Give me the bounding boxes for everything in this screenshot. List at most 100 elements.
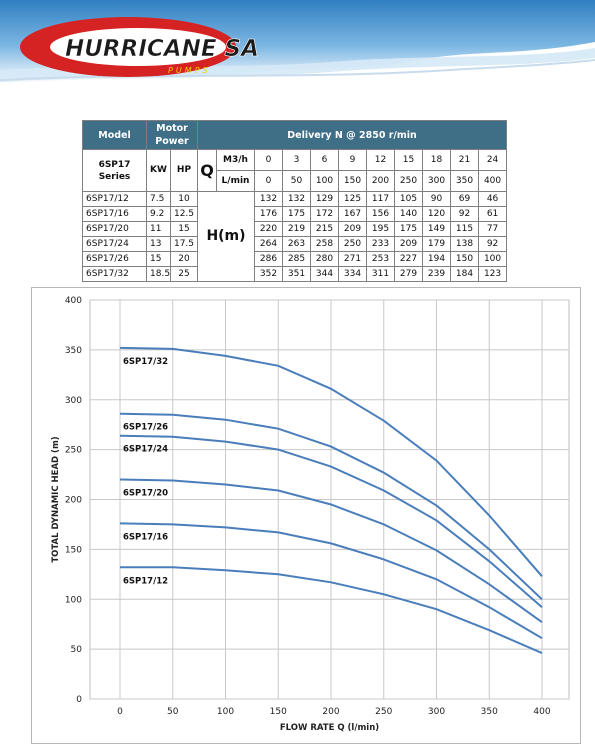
series-label: 6SP17/16 [123, 532, 168, 542]
kw-cell: 13 [146, 236, 171, 252]
kw-header: KW [146, 149, 171, 192]
h-cell: 209 [394, 236, 423, 252]
series-line [119, 522, 543, 640]
h-cell: 61 [477, 206, 508, 222]
series-label: 6SP17 Series [82, 149, 147, 192]
model-cell: 6SP17/32 [82, 266, 147, 282]
hp-cell: 10 [170, 191, 198, 207]
h-cell: 311 [366, 266, 395, 282]
header-banner: HURRICANE SA PUMPS [0, 0, 595, 95]
hp-cell: 12.5 [170, 206, 198, 222]
h-cell: 184 [450, 266, 479, 282]
m3h-label: M3/h [216, 149, 255, 171]
series-line [119, 346, 543, 577]
x-tick-label: 300 [428, 707, 445, 717]
kw-cell: 15 [146, 251, 171, 267]
h-cell: 123 [477, 266, 508, 282]
lmin-label: L/min [216, 170, 255, 192]
x-tick-label: 0 [117, 707, 123, 717]
m3h-cell: 12 [366, 149, 395, 171]
hp-cell: 15 [170, 221, 198, 237]
lmin-cell: 300 [422, 170, 451, 192]
y-tick-label: 250 [65, 446, 82, 456]
y-tick-label: 350 [65, 346, 82, 356]
lmin-cell: 350 [450, 170, 479, 192]
chart-svg: 0 50 100 150 200 250 300 350 400 0 50 100 150 200 250 3… [51, 296, 570, 733]
m3h-cell: 0 [254, 149, 283, 171]
x-tick-label: 100 [217, 707, 234, 717]
lmin-cell: 250 [394, 170, 423, 192]
table-row: 6SP17/20 11 15 220 219 215 209 195 175 1… [82, 221, 508, 237]
x-tick-label: 400 [533, 707, 550, 717]
h-cell: 120 [422, 206, 451, 222]
h-cell: 263 [282, 236, 311, 252]
h-cell: 271 [338, 251, 367, 267]
series-line [119, 412, 543, 601]
h-cell: 115 [450, 221, 479, 237]
series-label: 6SP17/26 [123, 423, 168, 433]
h-cell: 156 [366, 206, 395, 222]
h-cell: 250 [338, 236, 367, 252]
y-tick-label: 100 [65, 595, 82, 605]
h-cell: 100 [477, 251, 508, 267]
lmin-cell: 100 [310, 170, 339, 192]
h-cell: 352 [254, 266, 283, 282]
h-cell: 351 [282, 266, 311, 282]
table-row: 6SP17/26 15 20 286 285 280 271 253 227 1… [82, 251, 508, 267]
y-tick-label: 300 [65, 396, 82, 406]
motor-power-header: Motor Power [146, 120, 198, 150]
lmin-cell: 50 [282, 170, 311, 192]
m3h-cell: 3 [282, 149, 311, 171]
h-cell: 258 [310, 236, 339, 252]
x-axis-title: FLOW RATE Q (l/min) [280, 723, 379, 733]
table-row: 6SP17/12 7.5 10 H(m) 132 132 129 125 117… [82, 191, 508, 282]
h-cell: 195 [366, 221, 395, 237]
hp-cell: 20 [170, 251, 198, 267]
h-cell: 209 [338, 221, 367, 237]
h-cell: 194 [422, 251, 451, 267]
series-label: 6SP17/32 [123, 357, 168, 367]
hp-cell: 17.5 [170, 236, 198, 252]
model-cell: 6SP17/26 [82, 251, 147, 267]
y-tick-label: 0 [76, 695, 82, 705]
x-tick-label: 150 [270, 707, 287, 717]
h-cell: 149 [422, 221, 451, 237]
x-tick-label: 50 [167, 707, 179, 717]
h-cell: 167 [338, 206, 367, 222]
kw-cell: 7.5 [146, 191, 171, 207]
kw-cell: 18.5 [146, 266, 171, 282]
performance-chart: 0 50 100 150 200 250 300 350 400 0 50 100 150 200 250 3… [31, 287, 581, 744]
series-label: 6SP17/12 [123, 576, 168, 586]
h-cell: 176 [254, 206, 283, 222]
h-label: H(m) [197, 191, 255, 282]
h-cell: 138 [450, 236, 479, 252]
h-cell: 105 [394, 191, 423, 207]
lmin-cell: 200 [366, 170, 395, 192]
x-tick-label: 200 [322, 707, 339, 717]
h-cell: 90 [422, 191, 451, 207]
model-cell: 6SP17/16 [82, 206, 147, 222]
logo-text: HURRICANE SA [65, 36, 259, 62]
h-cell: 233 [366, 236, 395, 252]
h-cell: 175 [394, 221, 423, 237]
h-cell: 69 [450, 191, 479, 207]
m3h-cell: 9 [338, 149, 367, 171]
h-cell: 92 [477, 236, 508, 252]
m3h-cell: 6 [310, 149, 339, 171]
h-cell: 132 [282, 191, 311, 207]
model-cell: 6SP17/20 [82, 221, 147, 237]
y-tick-label: 200 [65, 496, 82, 506]
hp-cell: 25 [170, 266, 198, 282]
h-cell: 129 [310, 191, 339, 207]
logo-subtext: PUMPS [168, 66, 210, 75]
series-label-model: 6SP17 [98, 159, 131, 170]
delivery-header: Delivery N @ 2850 r/min [196, 120, 508, 150]
h-cell: 140 [394, 206, 423, 222]
y-axis-title: TOTAL DYNAMIC HEAD (m) [51, 436, 61, 562]
h-cell: 280 [310, 251, 339, 267]
h-cell: 117 [366, 191, 395, 207]
series-label: 6SP17/24 [123, 445, 168, 455]
hp-header: HP [170, 149, 198, 192]
h-cell: 334 [338, 266, 367, 282]
h-cell: 92 [450, 206, 479, 222]
